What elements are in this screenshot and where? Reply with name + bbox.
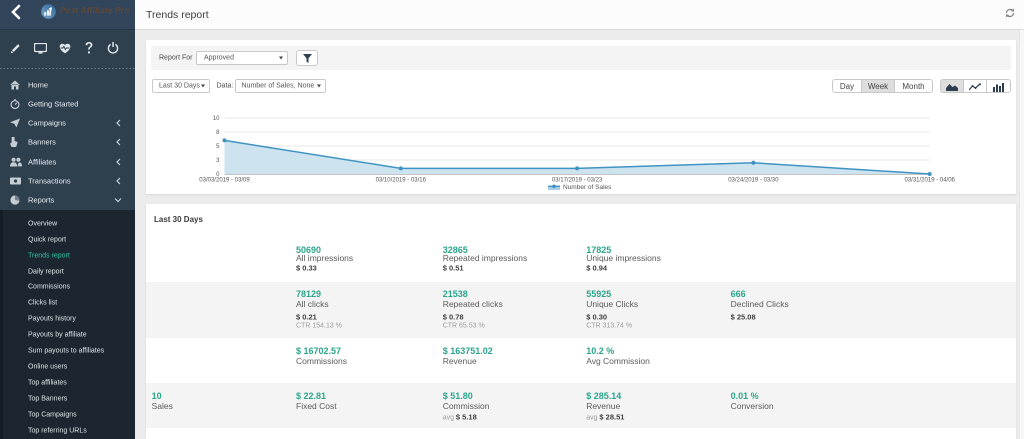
svg-text:03/31/2019 - 04/06: 03/31/2019 - 04/06 [905, 178, 956, 184]
svg-text:03/03/2019 - 03/09: 03/03/2019 - 03/09 [199, 178, 250, 184]
svg-text:0: 0 [216, 172, 220, 178]
svg-text:03/24/2019 - 03/30: 03/24/2019 - 03/30 [728, 178, 779, 184]
svg-text:8: 8 [216, 130, 220, 136]
svg-text:03/10/2019 - 03/16: 03/10/2019 - 03/16 [376, 178, 427, 184]
svg-text:3: 3 [216, 158, 220, 164]
svg-text:10: 10 [213, 116, 220, 122]
svg-text:03/17/2019 - 03/23: 03/17/2019 - 03/23 [552, 178, 603, 184]
svg-text:Number of Sales: Number of Sales [563, 184, 612, 191]
svg-text:5: 5 [216, 144, 220, 150]
